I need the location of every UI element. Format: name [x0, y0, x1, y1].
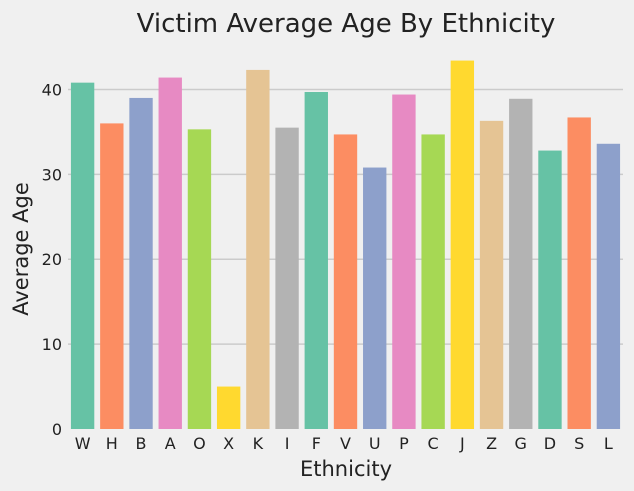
x-tick-label: F: [312, 434, 321, 453]
bar-Z: [479, 120, 504, 429]
bar-F: [304, 91, 328, 429]
x-tick-label: J: [459, 434, 465, 453]
x-tick-label: L: [604, 434, 613, 453]
x-tick-label: I: [285, 434, 290, 453]
x-tick-label: H: [106, 434, 118, 453]
x-tick-label: G: [515, 434, 527, 453]
x-tick-label: D: [544, 434, 556, 453]
bar-P: [392, 94, 416, 429]
bar-U: [363, 167, 387, 429]
x-tick-label: S: [574, 434, 584, 453]
y-tick-label: 40: [42, 80, 62, 99]
bar-H: [100, 123, 124, 430]
x-tick-label: C: [428, 434, 439, 453]
bar-D: [538, 150, 562, 429]
bar-C: [421, 134, 445, 430]
y-tick-label: 30: [42, 165, 62, 184]
bar-V: [333, 134, 358, 430]
chart-title: Victim Average Age By Ethnicity: [137, 9, 556, 39]
x-tick-label: V: [340, 434, 351, 453]
bar-W: [70, 82, 95, 430]
y-tick-label: 0: [52, 420, 62, 439]
x-tick-label: P: [399, 434, 409, 453]
bar-K: [246, 69, 270, 430]
x-tick-label: W: [75, 434, 91, 453]
x-tick-label: X: [223, 434, 234, 453]
x-tick-label: K: [253, 434, 264, 453]
y-axis-label: Average Age: [9, 182, 33, 316]
bar-X: [216, 386, 241, 429]
bar-G: [509, 98, 533, 429]
x-tick-label: Z: [486, 434, 497, 453]
bar-O: [187, 129, 212, 429]
y-tick-label: 10: [42, 335, 62, 354]
y-tick-label: 20: [42, 250, 62, 269]
bar-J: [450, 60, 475, 430]
bar-S: [567, 117, 591, 430]
x-axis-label: Ethnicity: [300, 457, 392, 481]
bar-B: [129, 97, 153, 429]
x-tick-label: O: [193, 434, 206, 453]
bar-I: [275, 127, 299, 430]
x-tick-label: U: [369, 434, 381, 453]
bars: [70, 60, 621, 430]
x-tick-label: A: [165, 434, 176, 453]
y-tick-labels: 0 10 20 30 40: [42, 80, 62, 439]
bar-A: [158, 77, 182, 429]
bar-L: [596, 143, 621, 430]
x-tick-label: B: [136, 434, 147, 453]
